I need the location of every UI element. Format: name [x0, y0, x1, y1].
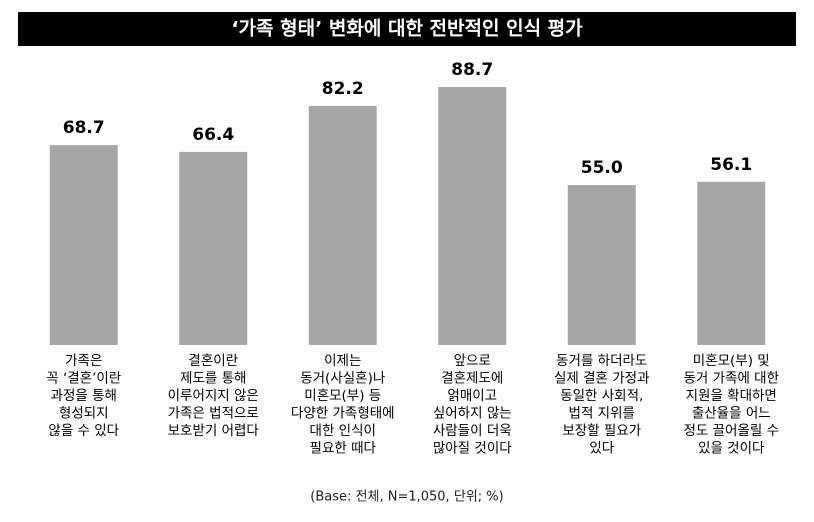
- category-line: 필요한 때다: [310, 441, 377, 457]
- category-line: 보호받기 어렵다: [168, 423, 260, 439]
- category-line: 가족은 법적으로: [168, 406, 259, 422]
- bar: [308, 105, 377, 345]
- category-line: 미혼모(부) 및: [693, 353, 770, 369]
- category-line: 제도를 통해: [180, 371, 246, 387]
- value-label: 66.4: [192, 125, 234, 145]
- category-line: 실제 결혼 가정과: [554, 371, 650, 387]
- bar: [697, 181, 766, 345]
- value-label: 82.2: [322, 79, 364, 99]
- category-line: 대한 인식이: [310, 423, 376, 439]
- chart-title: ‘가족 형태’ 변화에 대한 전반적인 인식 평가: [231, 18, 583, 40]
- category-line: 동거 가족에 대한: [683, 371, 779, 387]
- category-line: 앞으로: [454, 353, 491, 369]
- category-line: 보장할 필요가: [562, 423, 641, 439]
- category-line: 동거를 하더라도: [556, 353, 647, 369]
- category-line: 동거(사실혼)나: [300, 371, 385, 387]
- category-line: 있을 것이다: [698, 441, 765, 457]
- category-line: 이제는: [324, 353, 361, 369]
- category-line: 지원을 확대하면: [686, 388, 777, 404]
- bar: [567, 185, 636, 345]
- category-line: 형성되지: [59, 406, 109, 422]
- category-line: 않을 수 있다: [48, 423, 119, 439]
- category-line: 결혼제도에: [441, 371, 503, 387]
- category-line: 있다: [589, 441, 614, 457]
- category-line: 이루어지지 않은: [168, 388, 259, 404]
- footnote: (Base: 전체, N=1,050, 단위; %): [310, 490, 503, 505]
- category-line: 동일한 사회적,: [560, 388, 643, 404]
- category-line: 결혼이란: [188, 353, 238, 369]
- category-line: 다양한 가족형태에: [291, 406, 395, 422]
- category-line: 싶어하지 않는: [433, 406, 512, 422]
- category-line: 가족은: [65, 353, 102, 369]
- bar: [49, 145, 118, 345]
- bar: [438, 87, 507, 345]
- value-label: 88.7: [451, 60, 493, 80]
- category-line: 정도 끌어올릴 수: [683, 423, 779, 439]
- category-line: 꼭 ‘결혼’이란: [46, 371, 121, 387]
- value-label: 55.0: [581, 158, 623, 178]
- category-line: 법적 지위를: [569, 406, 635, 422]
- value-label: 56.1: [710, 155, 752, 175]
- category-line: 출산율을 어느: [692, 406, 771, 422]
- category-line: 과정을 통해: [51, 388, 117, 404]
- category-line: 많아질 것이다: [433, 441, 512, 457]
- value-label: 68.7: [63, 118, 105, 138]
- category-line: 미혼모(부) 등: [304, 388, 381, 404]
- category-line: 사람들이 더욱: [433, 423, 512, 439]
- category-line: 얽매이고: [447, 388, 497, 404]
- title-bar: [18, 12, 796, 46]
- bar: [179, 151, 248, 345]
